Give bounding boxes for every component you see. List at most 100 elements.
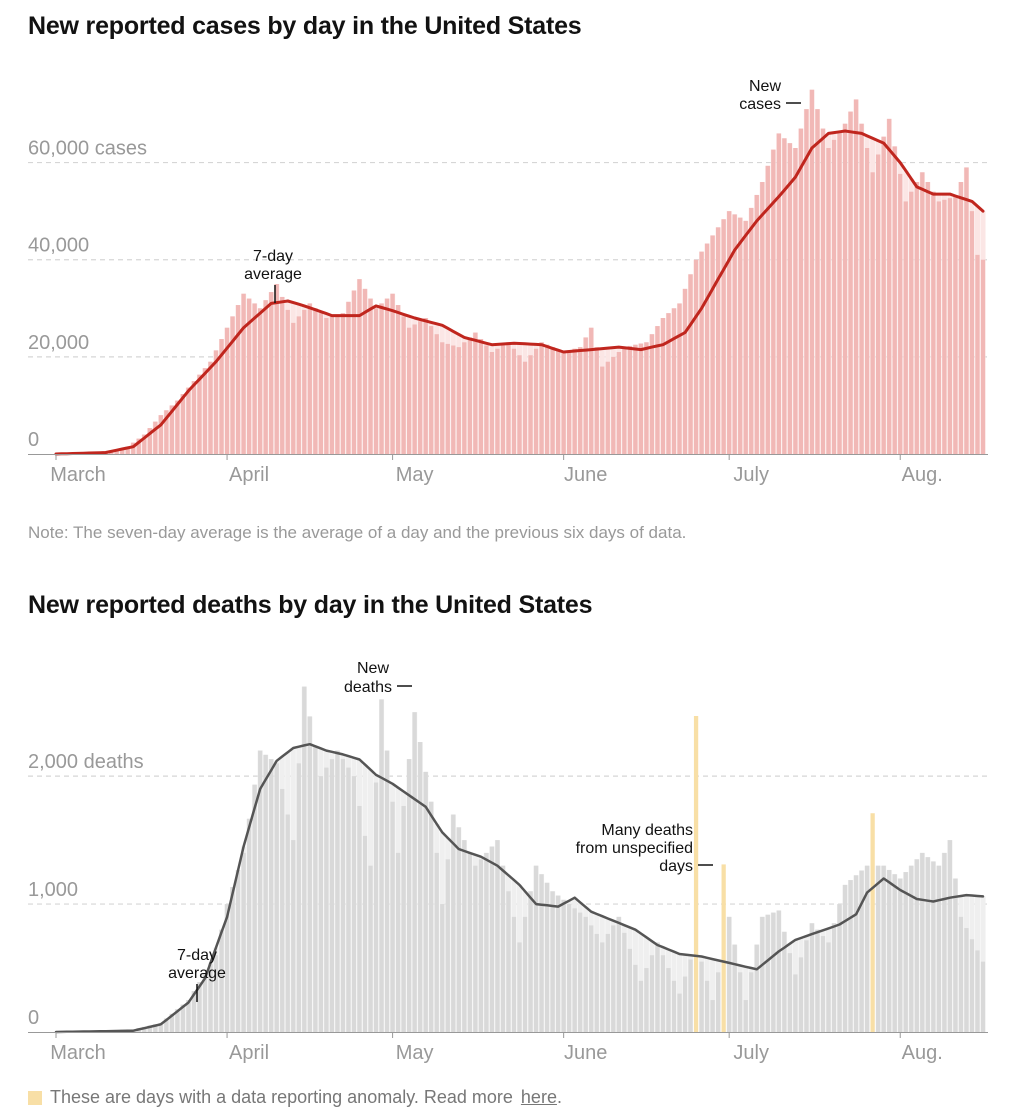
cases-bar <box>484 345 489 454</box>
cases-bar <box>660 318 666 454</box>
deaths-bar <box>622 932 627 1032</box>
cases-bar <box>842 123 848 454</box>
deaths-bar <box>307 716 312 1032</box>
cases-bar <box>826 148 831 454</box>
deaths-bar <box>572 908 577 1032</box>
deaths-bar <box>246 818 252 1032</box>
deaths-bar <box>655 942 660 1032</box>
cases-bar <box>258 308 263 454</box>
cases-bar <box>754 194 759 454</box>
cases-bar <box>649 334 655 454</box>
cases-note: Note: The seven-day average is the avera… <box>28 523 687 542</box>
deaths-bar <box>616 916 621 1032</box>
cases-bar <box>197 374 202 454</box>
deaths-bar <box>754 944 759 1032</box>
deaths-bar <box>147 1025 152 1032</box>
deaths-bar <box>804 940 809 1032</box>
deaths-bar <box>749 972 754 1032</box>
deaths-bar <box>887 869 892 1032</box>
deaths-avg-annotation-line1: 7-day <box>177 947 217 964</box>
cases-bar <box>445 343 450 454</box>
deaths-bar <box>368 865 373 1032</box>
cases-bar <box>776 133 781 454</box>
cases-bar <box>307 303 312 454</box>
deaths-bar <box>164 1018 169 1032</box>
cases-bar <box>605 361 610 454</box>
deaths-bar <box>191 991 197 1032</box>
cases-bar <box>379 303 384 454</box>
deaths-bar <box>611 925 616 1032</box>
deaths-bar <box>633 964 638 1032</box>
deaths-bar <box>936 865 941 1032</box>
deaths-bar <box>235 869 241 1032</box>
cases-bar <box>942 199 947 454</box>
cases-bar <box>931 191 936 454</box>
cases-bar <box>876 154 881 454</box>
deaths-bar <box>269 759 274 1032</box>
deaths-bar <box>511 916 517 1032</box>
deaths-band-bar <box>743 966 749 1032</box>
deaths-anomaly-annotation-line2: from unspecified <box>576 840 693 857</box>
deaths-bar <box>947 840 953 1032</box>
cases-bar <box>732 214 737 454</box>
deaths-bar <box>738 972 743 1032</box>
cases-bar <box>368 298 373 454</box>
cases-bar <box>346 301 351 454</box>
deaths-bar <box>953 878 958 1032</box>
cases-bar <box>958 182 964 454</box>
deaths-bar <box>914 859 919 1032</box>
cases-bar <box>208 361 213 454</box>
cases-bar <box>760 182 765 454</box>
cases-bar <box>291 322 296 454</box>
cases-bar <box>285 309 290 454</box>
deaths-bar <box>892 874 897 1032</box>
cases-bar <box>357 279 362 454</box>
cases-bars-annotation-line2: cases <box>739 96 781 113</box>
cases-bar <box>947 198 953 454</box>
deaths-bar <box>500 865 506 1032</box>
cases-bar <box>804 109 809 455</box>
deaths-bar <box>809 923 815 1032</box>
deaths-anomaly-annotation-line3: days <box>659 858 693 875</box>
cases-bar <box>859 123 864 454</box>
cases-bar <box>704 243 710 454</box>
cases-bar <box>467 337 472 454</box>
cases-bar <box>727 211 732 454</box>
cases-bar <box>456 347 461 454</box>
deaths-x-tick-label: May <box>396 1042 434 1064</box>
deaths-bar <box>798 957 804 1032</box>
deaths-bar <box>169 1013 175 1032</box>
deaths-bar <box>313 746 318 1032</box>
cases-bar <box>765 165 770 455</box>
cases-bar <box>688 274 693 454</box>
cases-bar <box>533 348 539 454</box>
deaths-bar <box>544 882 550 1032</box>
deaths-bar <box>594 933 599 1032</box>
anomaly-legend-swatch <box>28 1090 42 1105</box>
deaths-bar <box>842 884 848 1032</box>
deaths-bar <box>909 865 914 1032</box>
deaths-bar <box>484 852 489 1032</box>
cases-bar <box>892 146 897 454</box>
cases-bar <box>699 251 704 454</box>
cases-bar <box>511 348 517 454</box>
cases-bar <box>224 327 230 454</box>
deaths-bar <box>760 916 765 1032</box>
read-more-link[interactable]: here <box>520 1087 557 1107</box>
cases-y-tick-label: 20,000 <box>28 332 89 354</box>
cases-bar <box>600 366 605 454</box>
deaths-bar <box>528 891 533 1032</box>
cases-bar <box>434 334 439 454</box>
deaths-bar <box>765 914 770 1032</box>
deaths-bar <box>467 852 472 1032</box>
deaths-bar <box>302 686 307 1032</box>
cases-bar <box>202 368 208 454</box>
cases-bar <box>638 343 644 454</box>
cases-bar <box>489 352 495 454</box>
deaths-bar <box>180 1004 186 1032</box>
deaths-bar <box>820 936 826 1032</box>
cases-bar <box>451 345 456 454</box>
cases-bars-annotation-line1: New <box>749 78 781 95</box>
deaths-bar <box>506 891 511 1032</box>
cases-bar <box>153 421 158 454</box>
